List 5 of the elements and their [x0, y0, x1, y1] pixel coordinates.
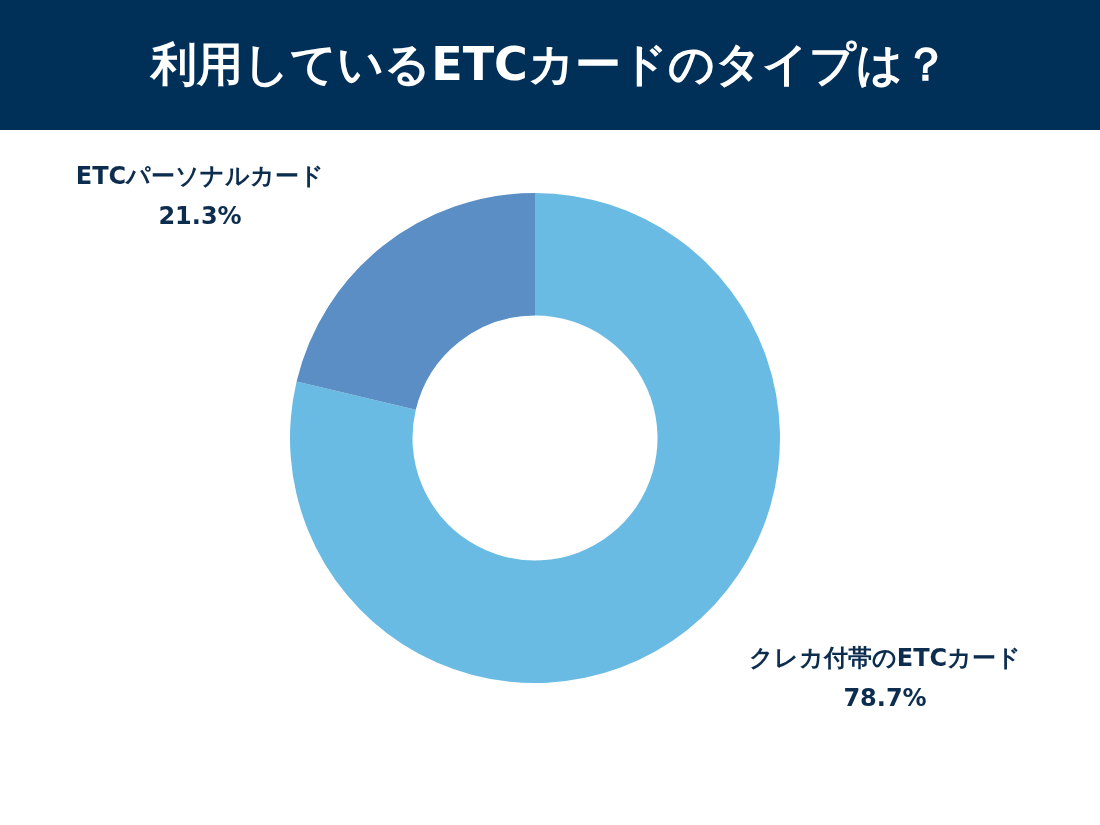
slice-label: ETCパーソナルカード: [75, 162, 325, 191]
chart-title: 利用しているETCカードのタイプは？: [0, 0, 1100, 130]
data-label: 21.3%: [158, 202, 242, 231]
data-label: 78.7%: [843, 684, 927, 713]
slice-label: クレカ付帯のETCカード: [748, 644, 1022, 673]
